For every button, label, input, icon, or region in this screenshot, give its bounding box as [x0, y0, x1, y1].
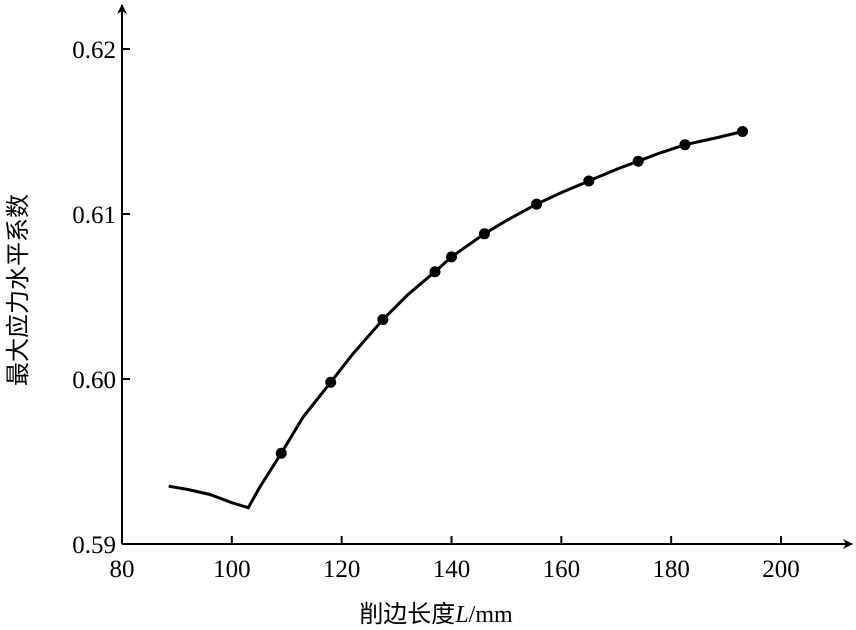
data-point: [632, 155, 644, 167]
data-point: [377, 314, 389, 326]
y-ticks: 0.59 0.60 0.61 0.62: [72, 37, 130, 559]
data-point: [429, 266, 441, 278]
x-tick-label: 80: [110, 556, 135, 583]
x-axis-title-text: 削边长度: [359, 600, 455, 628]
x-tick-label: 200: [762, 556, 800, 583]
y-axis-title: 最大应力水平系数: [4, 194, 32, 386]
x-tick-label: 120: [323, 556, 361, 583]
data-point: [679, 139, 691, 151]
x-axis-title: 削边长度L/mm: [359, 600, 513, 628]
x-axis-unit: /mm: [469, 602, 513, 628]
data-point: [275, 447, 287, 459]
data-point: [737, 126, 749, 137]
x-axis-variable: L: [454, 602, 468, 628]
data-point: [446, 251, 457, 263]
series-curve: [168, 130, 743, 510]
y-tick-label: 0.59: [72, 532, 116, 559]
y-tick-label: 0.60: [72, 367, 116, 394]
x-tick-label: 100: [213, 556, 251, 583]
x-tick-label: 160: [543, 556, 581, 583]
data-point: [478, 228, 490, 240]
data-point: [583, 175, 595, 187]
x-tick-label: 180: [652, 556, 690, 583]
series-points: [275, 126, 749, 459]
x-tick-label: 140: [433, 556, 471, 583]
data-point: [531, 198, 543, 210]
x-ticks: 80 100 120 140 160 180 200: [110, 536, 800, 583]
y-tick-label: 0.62: [72, 37, 116, 64]
y-tick-label: 0.61: [72, 202, 116, 229]
data-point: [325, 376, 337, 388]
